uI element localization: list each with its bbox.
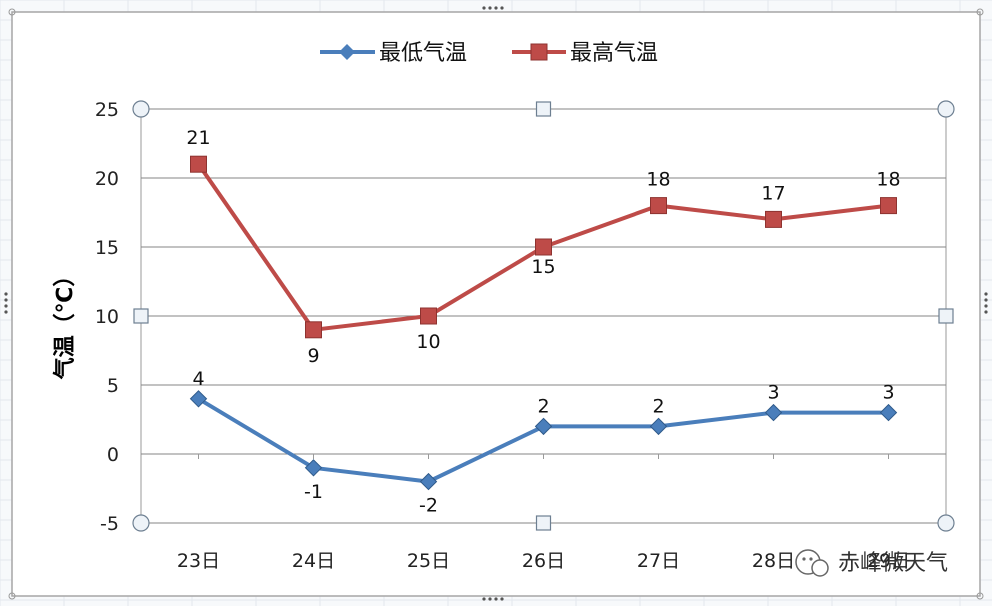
data-point[interactable] [190,155,207,173]
data-point[interactable] [765,210,782,228]
resize-handle-right[interactable] [984,292,988,314]
y-tick-label: 5 [107,375,119,397]
chart-area-frame[interactable] [11,11,981,597]
data-label: -1 [304,481,323,503]
plot-resize-handle[interactable] [133,308,149,324]
y-tick-label: 10 [95,306,119,328]
data-point[interactable] [534,417,553,436]
data-label: 21 [186,127,210,149]
plot-resize-handle[interactable] [938,308,954,324]
data-point[interactable] [535,238,552,256]
data-point[interactable] [764,403,783,422]
data-label: 15 [531,256,555,278]
data-label: 9 [307,345,319,367]
y-tick-label: -5 [100,513,119,535]
data-point[interactable] [419,472,438,491]
data-label: 10 [416,331,440,353]
x-tick-label: 24日 [292,550,335,572]
y-tick-label: 20 [95,168,119,190]
x-tick-label: 27日 [637,550,680,572]
legend-label-max: 最高气温 [570,41,658,66]
plot-resize-handle[interactable] [535,515,552,531]
data-point[interactable] [304,459,323,477]
data-label: 3 [882,382,894,404]
data-label: 17 [761,182,785,204]
data-point[interactable] [649,417,668,436]
x-tick-label: 26日 [522,550,565,572]
y-tick-label: 25 [95,99,119,121]
watermark-text: 赤峰微天气 [838,551,948,576]
plot-resize-handle[interactable] [937,100,955,118]
data-label: 2 [652,395,664,417]
y-tick-label: 0 [107,444,119,466]
data-label: -2 [419,495,438,517]
plot-area[interactable]: -5 0 5 10 15 20 25 23日 24日 25日 26日 27日 28日 29日 4 -1 -2 2 2… [95,99,955,572]
wechat-icon [795,549,829,577]
data-point[interactable] [189,390,208,408]
resize-handle-left[interactable] [4,292,8,314]
x-tick-label: 28日 [752,550,795,572]
legend-item-max[interactable]: 最高气温 [512,41,658,66]
data-point[interactable] [305,321,322,339]
data-label: 3 [767,382,779,404]
plot-resize-handle[interactable] [937,514,955,532]
square-marker-icon [530,43,548,61]
data-point[interactable] [880,197,897,215]
resize-handle-top[interactable] [482,6,504,10]
legend-item-min[interactable]: 最低气温 [320,41,467,66]
x-tick-label: 23日 [177,550,220,572]
watermark: 赤峰微天气 [795,549,948,577]
data-label: 2 [537,395,549,417]
resize-handle-corner[interactable] [8,8,984,600]
plot-resize-handle[interactable] [132,100,150,118]
x-tick-label: 25日 [407,550,450,572]
data-label: 18 [646,169,670,191]
y-axis-title: 气温（℃） [52,265,78,381]
data-label: 18 [876,169,900,191]
data-point[interactable] [879,403,898,422]
legend-label-min: 最低气温 [379,41,467,66]
legend[interactable]: 最低气温 最高气温 [320,41,658,66]
plot-resize-handle[interactable] [132,514,150,532]
data-point[interactable] [420,307,437,325]
data-point[interactable] [650,197,667,215]
data-label: 4 [192,368,204,390]
resize-handle-bottom[interactable] [482,597,504,601]
plot-resize-handle[interactable] [535,101,552,117]
x-tick-label: 29日 [867,550,910,572]
y-tick-label: 15 [95,237,119,259]
diamond-marker-icon [339,44,355,60]
